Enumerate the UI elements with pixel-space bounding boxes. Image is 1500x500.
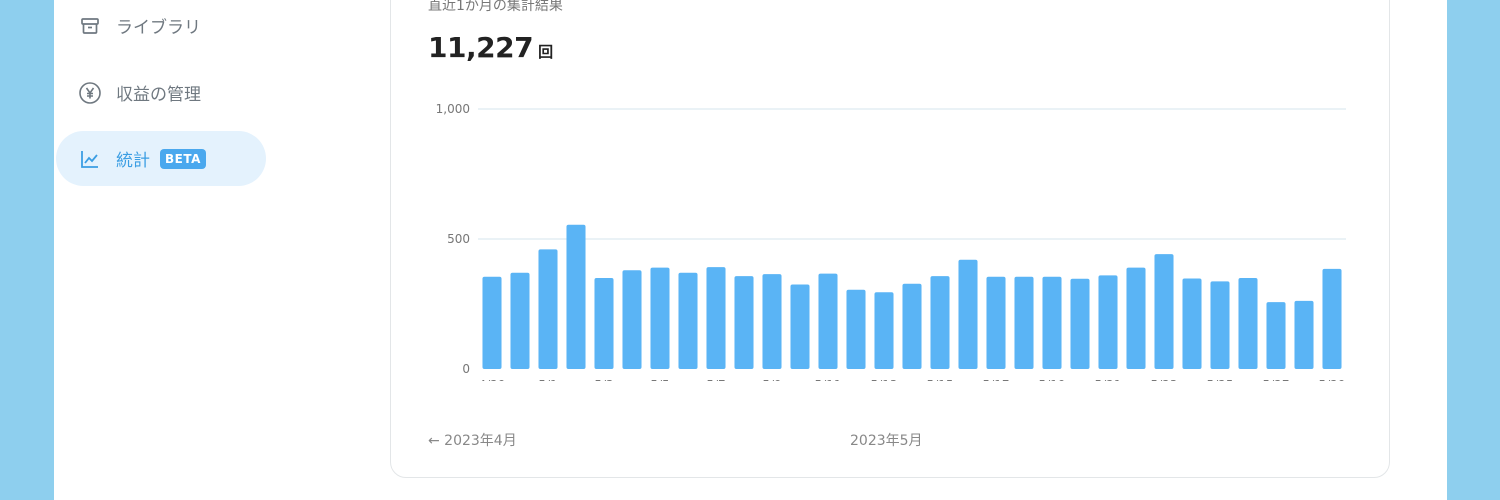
bar-5/4[interactable] <box>622 270 642 369</box>
x-tick-label: 5/1 <box>538 378 557 381</box>
bar-5/29[interactable] <box>1322 268 1342 369</box>
x-tick-label: 5/7 <box>706 378 725 381</box>
bar-4/30[interactable] <box>510 272 530 369</box>
bar-5/12[interactable] <box>846 289 866 369</box>
bar-5/9[interactable] <box>762 274 782 369</box>
app-window: ライブラリ 収益の管理 統計 BETA 直近1か月の集計結果 <box>54 0 1447 500</box>
total-value: 11,227 <box>428 31 534 64</box>
current-month-label: 2023年5月 <box>850 433 923 449</box>
x-tick-label: 5/25 <box>1207 378 1234 381</box>
bar-5/18[interactable] <box>1014 276 1034 369</box>
bar-5/22[interactable] <box>1126 267 1146 369</box>
bar-5/20[interactable] <box>1070 278 1090 369</box>
x-tick-label: 5/19 <box>1039 378 1066 381</box>
sidebar-item-label: ライブラリ <box>116 18 201 38</box>
bar-chart: 0 500 1,000 4/29 5/1 5/3 5/5 5/7 5/9 5/11 5/13 5/15… <box>436 102 1346 381</box>
bar-5/14[interactable] <box>902 283 922 369</box>
bar-5/11[interactable] <box>818 273 838 369</box>
bar-5/25[interactable] <box>1210 281 1230 369</box>
x-tick-label: 4/29 <box>479 378 506 381</box>
x-tick-label: 5/9 <box>762 378 781 381</box>
x-tick-label: 5/27 <box>1263 378 1290 381</box>
sidebar-item-label: 収益の管理 <box>116 85 201 105</box>
bar-5/24[interactable] <box>1182 278 1202 369</box>
x-tick-label: 5/17 <box>983 378 1010 381</box>
x-tick-label: 5/3 <box>594 378 613 381</box>
bar-5/26[interactable] <box>1238 278 1258 369</box>
total-unit: 回 <box>538 43 554 61</box>
x-tick-label: 5/23 <box>1151 378 1178 381</box>
sidebar-item-label: 統計 <box>116 151 150 171</box>
y-tick-label: 1,000 <box>436 102 470 116</box>
y-tick-label: 500 <box>447 232 470 246</box>
bar-5/1[interactable] <box>538 249 558 369</box>
bar-5/17[interactable] <box>986 276 1006 369</box>
x-tick-label: 5/13 <box>871 378 898 381</box>
yen-circle-icon <box>78 81 102 105</box>
x-tick-label: 5/5 <box>650 378 669 381</box>
bar-5/15[interactable] <box>930 276 950 369</box>
y-tick-label: 0 <box>462 362 470 376</box>
bar-5/8[interactable] <box>734 276 754 369</box>
bar-5/2[interactable] <box>566 224 586 369</box>
x-tick-label: 5/15 <box>927 378 954 381</box>
stats-subtitle: 直近1か月の集計結果 <box>428 0 563 14</box>
bar-5/28[interactable] <box>1294 300 1314 369</box>
total-count: 11,227 回 <box>428 31 553 64</box>
bar-4/29[interactable] <box>482 276 502 369</box>
line-chart-icon <box>78 147 102 171</box>
bar-5/10[interactable] <box>790 284 810 370</box>
bar-5/13[interactable] <box>874 292 894 369</box>
bar-5/16[interactable] <box>958 259 978 369</box>
archive-box-icon <box>78 14 102 38</box>
bar-5/3[interactable] <box>594 278 614 369</box>
sidebar-item-revenue[interactable]: 収益の管理 <box>56 65 266 120</box>
bar-5/27[interactable] <box>1266 302 1286 369</box>
sidebar: ライブラリ 収益の管理 統計 BETA <box>54 0 284 500</box>
sidebar-item-library[interactable]: ライブラリ <box>56 0 266 53</box>
bar-5/21[interactable] <box>1098 275 1118 369</box>
x-tick-label: 5/11 <box>815 378 842 381</box>
prev-month-link[interactable]: ← 2023年4月 <box>428 433 517 449</box>
sidebar-item-stats[interactable]: 統計 BETA <box>56 131 266 186</box>
beta-badge: BETA <box>160 148 206 169</box>
bar-5/23[interactable] <box>1154 254 1174 369</box>
bar-5/7[interactable] <box>706 267 726 369</box>
bar-5/6[interactable] <box>678 272 698 369</box>
bar-5/5[interactable] <box>650 267 670 369</box>
bar-5/19[interactable] <box>1042 276 1062 369</box>
x-tick-label: 5/21 <box>1095 378 1122 381</box>
stats-card: 直近1か月の集計結果 11,227 回 0 500 1,000 4/29 5/1 5/3 5… <box>390 0 1390 478</box>
x-tick-label: 5/29 <box>1319 378 1346 381</box>
